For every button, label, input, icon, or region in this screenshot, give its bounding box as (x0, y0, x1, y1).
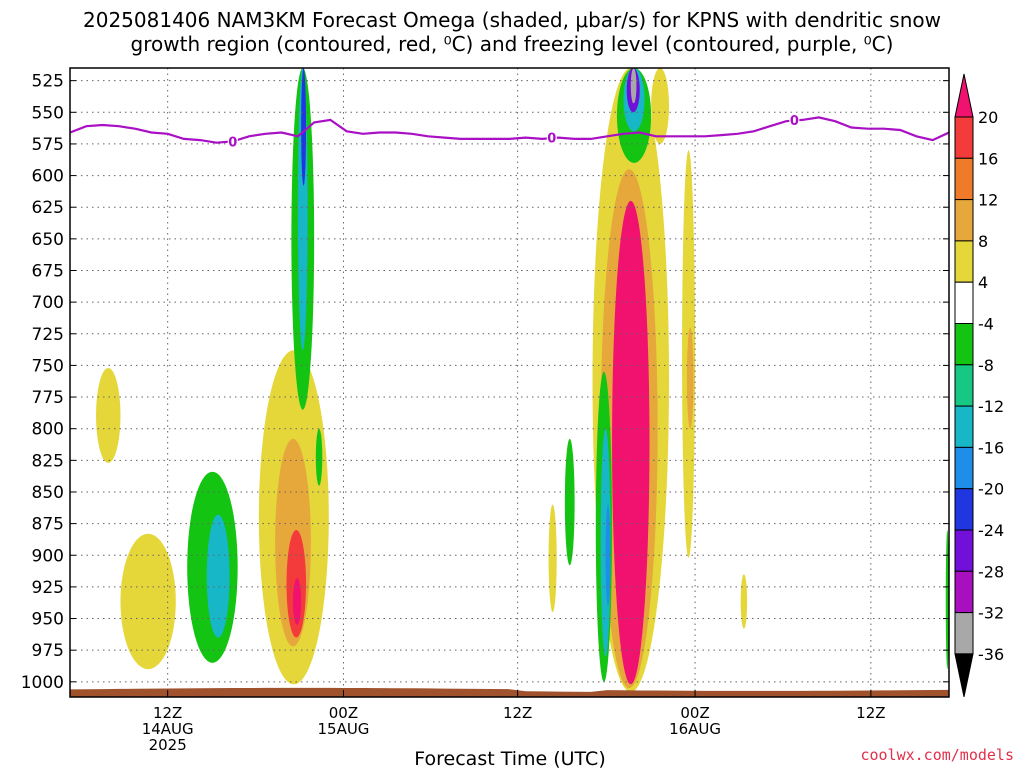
colorbar-box-9 (954, 446, 974, 490)
y-tick-label-750: 750 (32, 356, 64, 376)
y-tick-label-775: 775 (32, 388, 64, 408)
freezing-level-label-bg-0 (227, 134, 238, 149)
omega-region-3 (206, 514, 230, 638)
omega-region-27 (686, 327, 694, 429)
y-tick-label-725: 725 (32, 325, 64, 345)
y-tick-label-850: 850 (32, 483, 64, 503)
colorbar-box-1 (954, 116, 974, 159)
colorbar-box-8 (954, 405, 974, 448)
ground-surface (70, 687, 949, 697)
x-tick-label-0-0: 12Z (153, 704, 182, 722)
x-tick-label-4-0: 12Z (856, 704, 885, 722)
freezing-level-label-bg-2 (789, 112, 800, 127)
omega-region-11 (315, 428, 323, 486)
x-tick-label-3-1: 16AUG (669, 720, 721, 738)
y-tick-label-675: 675 (32, 261, 64, 281)
colorbar-box-4 (954, 240, 974, 283)
colorbar-label-3: 8 (978, 232, 988, 251)
colorbar-label-6: -8 (978, 356, 994, 375)
freezing-level-label-1: 0 (547, 132, 556, 147)
colorbar-box-6 (954, 323, 974, 366)
omega-region-0 (96, 367, 121, 463)
y-tick-label-700: 700 (32, 293, 64, 313)
colorbar-box-12 (954, 570, 974, 614)
x-tick-label-0-1: 14AUG (142, 720, 194, 738)
y-tick-label-1000: 1000 (21, 673, 64, 693)
y-tick-label-975: 975 (32, 641, 64, 661)
omega-region-28 (740, 574, 748, 629)
x-tick-label-1-1: 15AUG (317, 720, 369, 738)
colorbar-box-2 (954, 157, 974, 201)
freezing-level-contour: 0 0 0 (70, 112, 949, 150)
colorbar-bottom-arrow (954, 653, 974, 698)
y-tick-label-650: 650 (32, 230, 64, 250)
colorbar-label-0: 20 (978, 108, 998, 127)
omega-region-7 (293, 578, 302, 625)
colorbar-label-2: 12 (978, 191, 998, 210)
x-tick-label-0-2: 2025 (149, 736, 187, 754)
chart-title-line-1: 2025081406 NAM3KM Forecast Omega (shaded… (83, 8, 941, 32)
colorbar-label-1: 16 (978, 149, 998, 168)
colorbar-box-5 (954, 281, 974, 325)
omega-region-23 (630, 68, 637, 104)
y-tick-label-600: 600 (32, 167, 64, 187)
pressure-axis: 525 550 575 600 625 650 675 700 725 750 775 800 825 8… (21, 72, 949, 693)
omega-region-25 (659, 342, 668, 444)
colorbar-label-4: 4 (978, 273, 988, 292)
colorbar-top-arrow (954, 73, 974, 118)
freezing-level-label-0: 0 (228, 135, 237, 150)
omega-region-13 (564, 438, 575, 566)
y-tick-label-800: 800 (32, 420, 64, 440)
colorbar-label-10: -24 (978, 521, 1004, 540)
freezing-level-label-2: 0 (790, 114, 799, 129)
y-tick-label-900: 900 (32, 546, 64, 566)
omega-region-16 (612, 200, 650, 685)
colorbar-label-8: -16 (978, 438, 1004, 457)
colorbar-label-12: -32 (978, 604, 1004, 623)
omega-region-24 (651, 68, 670, 144)
colorbar-box-3 (954, 199, 974, 242)
x-tick-label-3-0: 00Z (680, 704, 709, 722)
grid-lines (70, 68, 949, 697)
omega-region-10 (301, 68, 307, 186)
x-tick-label-1-0: 00Z (329, 704, 358, 722)
colorbar-label-7: -12 (978, 397, 1004, 416)
chart-title-line-2: growth region (contoured, red, ⁰C) and f… (130, 32, 894, 56)
omega-region-29 (945, 529, 949, 670)
colorbar-label-13: -36 (978, 645, 1004, 664)
y-tick-label-575: 575 (32, 135, 64, 155)
x-tick-label-2-0: 12Z (503, 704, 532, 722)
y-tick-label-925: 925 (32, 578, 64, 598)
colorbar: 20 16 12 8 4 -4 -8 -12 -16 -20 -24 -28 -32 -36 (954, 73, 1004, 698)
colorbar-label-11: -28 (978, 562, 1004, 581)
omega-region-19 (605, 504, 611, 606)
freezing-level-line (70, 116, 949, 144)
colorbar-label-5: -4 (978, 315, 994, 334)
ground-band (70, 687, 949, 697)
y-tick-label-625: 625 (32, 198, 64, 218)
colorbar-label-9: -20 (978, 480, 1004, 499)
colorbar-box-13 (954, 612, 974, 655)
omega-shaded-regions (96, 68, 949, 692)
y-tick-label-825: 825 (32, 451, 64, 471)
y-tick-label-550: 550 (32, 103, 64, 123)
y-tick-label-950: 950 (32, 610, 64, 630)
y-tick-label-525: 525 (32, 72, 64, 92)
colorbar-box-11 (954, 529, 974, 572)
x-axis-label: Forecast Time (UTC) (414, 748, 605, 768)
omega-region-1 (120, 533, 176, 670)
freezing-level-label-bg-1 (546, 130, 557, 145)
y-tick-label-875: 875 (32, 515, 64, 535)
omega-region-12 (548, 504, 557, 613)
colorbar-box-10 (954, 488, 974, 531)
colorbar-box-7 (954, 364, 974, 407)
credit-link[interactable]: coolwx.com/models (860, 746, 1014, 764)
plot-frame (69, 67, 950, 698)
